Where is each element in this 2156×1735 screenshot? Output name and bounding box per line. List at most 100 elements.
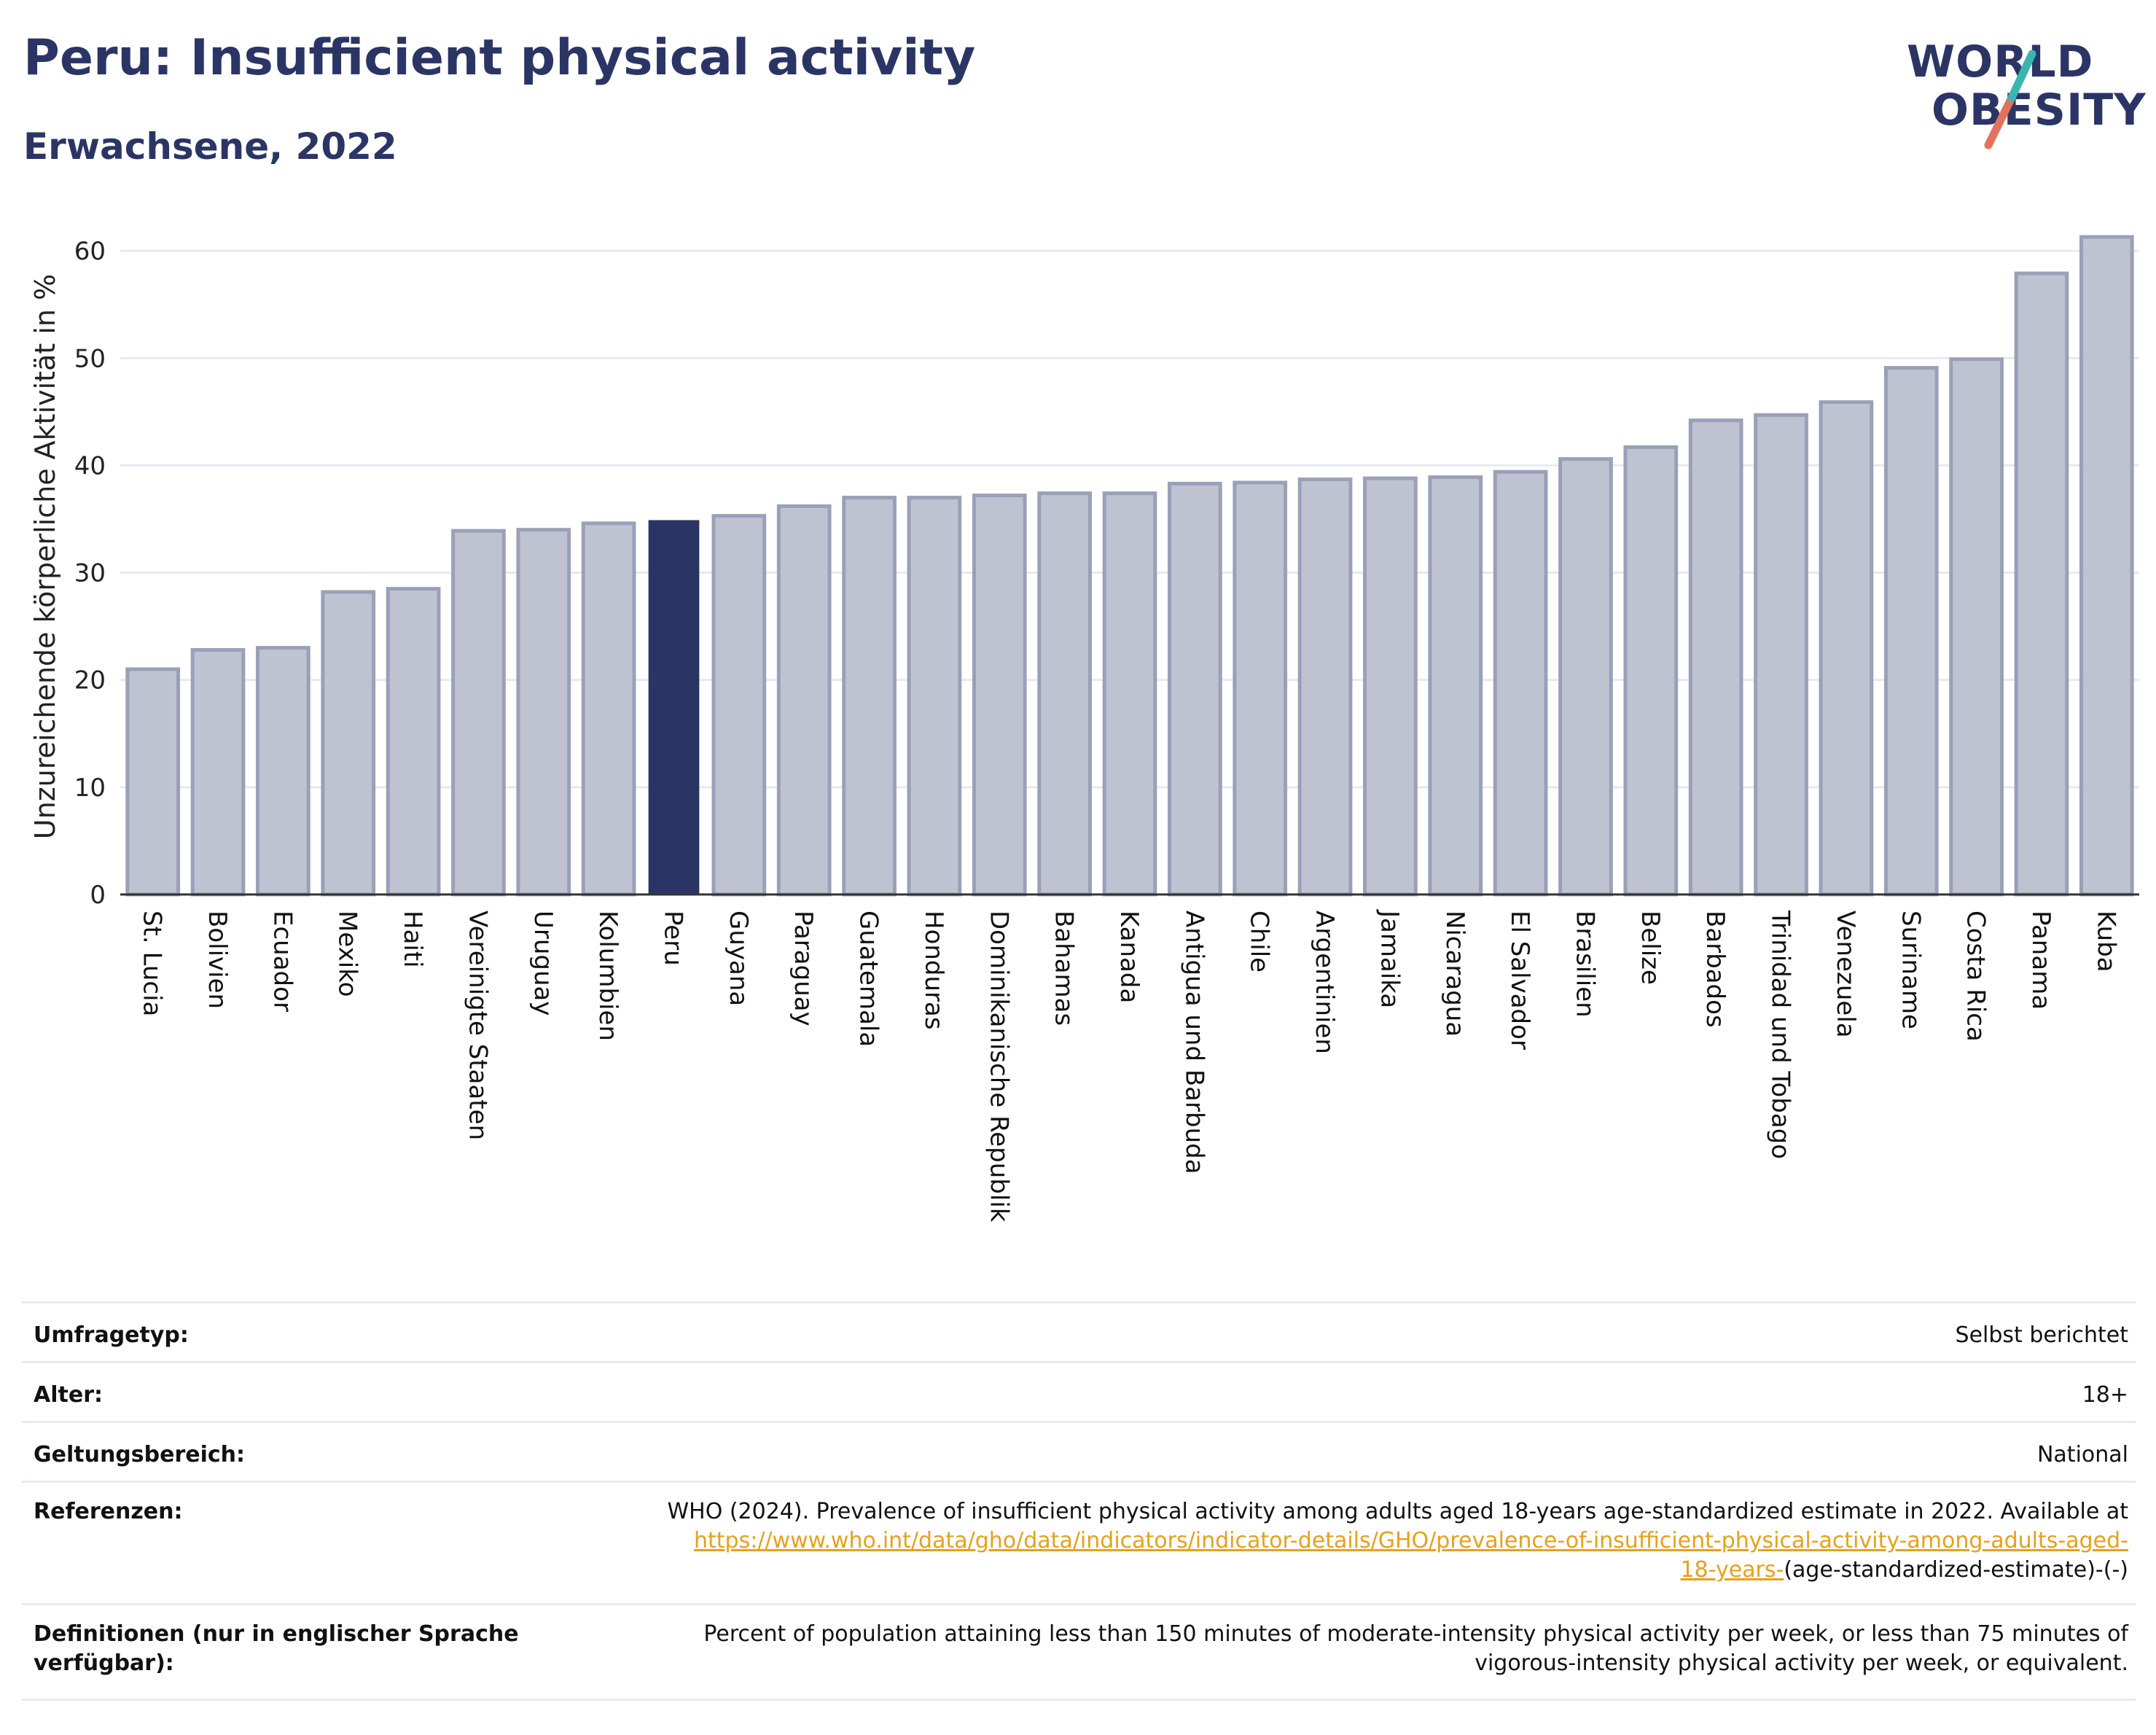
bar	[1819, 400, 1874, 897]
x-tick-label: Panama	[2026, 911, 2055, 1010]
definitions-text-line-2: vigorous-intensity physical activity per…	[1475, 1650, 2128, 1676]
x-tick-label: Dominikanische Republik	[984, 911, 1013, 1223]
bar	[2014, 271, 2069, 897]
scope-value: National	[2036, 1442, 2128, 1467]
reference-tail: (age-standardized-estimate)-(-)	[1784, 1557, 2128, 1583]
bar	[190, 648, 246, 897]
x-tick-label: Guatemala	[854, 911, 883, 1047]
y-tick-label: 60	[74, 237, 106, 266]
x-tick-label: Argentinien	[1310, 911, 1339, 1054]
metadata-table: Umfragetyp: Selbst berichtet Alter: 18+ …	[22, 1301, 2136, 1709]
meta-row-references: Referenzen: WHO (2024). Prevalence of in…	[22, 1481, 2136, 1605]
survey-label: Umfragetyp:	[34, 1322, 189, 1348]
bar	[776, 504, 832, 897]
x-tick-label: Kolumbien	[593, 911, 622, 1041]
bar	[1883, 366, 1939, 897]
x-tick-label: Peru	[659, 911, 688, 966]
references-label: Referenzen:	[34, 1499, 183, 1524]
y-tick-label: 50	[74, 344, 106, 373]
x-tick-label: Jamaika	[1375, 909, 1404, 1008]
definitions-value: Percent of population attaining less tha…	[525, 1620, 2128, 1678]
logo-slash-icon	[1984, 50, 2036, 149]
references-value: WHO (2024). Prevalence of insufficient p…	[525, 1497, 2128, 1585]
bar	[2079, 235, 2134, 897]
y-axis-title: Unzureichende körperliche Aktivität in %	[29, 274, 61, 839]
x-tick-label: St. Lucia	[138, 911, 167, 1016]
bar	[321, 590, 376, 897]
page-subtitle: Erwachsene, 2022	[23, 125, 397, 168]
age-label: Alter:	[34, 1382, 103, 1408]
x-tick-label: Chile	[1245, 911, 1274, 972]
bar	[451, 529, 506, 897]
bar-highlighted	[648, 520, 700, 894]
definitions-label: Definitionen (nur in englischer Sprache …	[34, 1620, 519, 1678]
x-tick-label: Suriname	[1896, 911, 1925, 1029]
bar	[125, 667, 181, 897]
bar	[907, 496, 962, 897]
x-tick-label: Antigua und Barbuda	[1179, 911, 1208, 1174]
bar	[1558, 457, 1613, 897]
bar	[842, 496, 897, 897]
world-obesity-logo: WORLD OBESITY	[1902, 32, 2146, 156]
bar	[1949, 357, 2004, 897]
x-tick-label: Ecuador	[267, 911, 297, 1012]
x-tick-label: Honduras	[919, 911, 948, 1030]
x-tick-label: Guyana	[724, 911, 753, 1006]
x-tick-label: Uruguay	[528, 911, 558, 1016]
x-tick-label: Costa Rica	[1961, 911, 1991, 1042]
bar	[1037, 491, 1092, 897]
y-tick-label: 10	[74, 773, 106, 803]
x-tick-label: Vereinigte Staaten	[463, 911, 492, 1140]
x-tick-label: Nicaragua	[1440, 911, 1469, 1037]
bar	[1688, 418, 1743, 897]
x-tick-label: Haiti	[398, 911, 427, 968]
meta-row-definitions: Definitionen (nur in englischer Sprache …	[22, 1603, 2136, 1701]
bar	[1233, 480, 1288, 897]
reference-link[interactable]: https://www.who.int/data/gho/data/indica…	[694, 1528, 2128, 1553]
age-value: 18+	[2082, 1382, 2128, 1408]
y-tick-label: 40	[74, 451, 106, 480]
survey-value: Selbst berichtet	[1955, 1322, 2128, 1348]
x-tick-label: Kuba	[2091, 911, 2120, 972]
bar	[581, 521, 636, 897]
x-tick-label: Barbados	[1700, 911, 1730, 1028]
bar	[1363, 476, 1418, 897]
x-tick-label: El Salvador	[1505, 911, 1534, 1050]
y-tick-label: 0	[90, 881, 106, 910]
bar	[1168, 481, 1222, 897]
reference-link-continued[interactable]: 18-years-	[1680, 1557, 1784, 1583]
x-tick-label: Bahamas	[1050, 911, 1079, 1026]
bar	[1493, 469, 1548, 897]
bar	[1297, 477, 1353, 897]
meta-row-survey: Umfragetyp: Selbst berichtet	[22, 1301, 2136, 1363]
bar	[1428, 475, 1483, 897]
meta-row-scope: Geltungsbereich: National	[22, 1421, 2136, 1483]
x-tick-label: Belize	[1636, 911, 1665, 985]
bar	[516, 528, 571, 897]
logo-line-2: OBESITY	[1932, 85, 2147, 136]
bar	[386, 587, 441, 897]
logo-line-1: WORLD	[1907, 36, 2094, 87]
bar	[256, 646, 310, 897]
y-tick-label: 20	[74, 666, 106, 695]
definitions-label-line-2: verfügbar):	[34, 1650, 174, 1676]
x-tick-label: Kanada	[1114, 911, 1144, 1003]
bar	[1754, 413, 1808, 897]
x-tick-label: Brasilien	[1570, 911, 1599, 1018]
bar	[972, 494, 1027, 897]
meta-row-age: Alter: 18+	[22, 1361, 2136, 1423]
bar	[1623, 445, 1679, 897]
bar	[1102, 491, 1157, 897]
x-tick-label: Mexiko	[333, 911, 362, 997]
reference-text: WHO (2024). Prevalence of insufficient p…	[667, 1499, 2128, 1524]
x-tick-label: Venezuela	[1831, 911, 1860, 1038]
x-tick-label: Paraguay	[789, 911, 818, 1026]
definitions-text-line-1: Percent of population attaining less tha…	[703, 1621, 2128, 1647]
x-tick-label: Trinidad und Tobago	[1766, 910, 1795, 1159]
bar	[711, 514, 767, 897]
x-tick-label: Bolivien	[203, 911, 232, 1009]
definitions-label-line-1: Definitionen (nur in englischer Sprache	[34, 1621, 519, 1647]
page-title: Peru: Insufficient physical activity	[23, 29, 976, 87]
y-tick-label: 30	[74, 559, 106, 588]
bar-chart: 0 10 20 30 40 50 60 Unzureichende körperliche A…	[29, 235, 2139, 1223]
